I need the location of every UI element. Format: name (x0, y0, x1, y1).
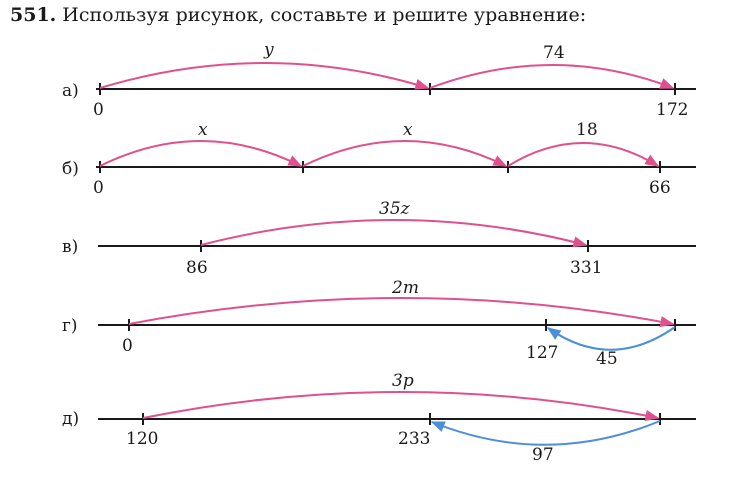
row-d-tick-label-0: 0 (122, 336, 133, 356)
row-a-arc-label-2: 74 (543, 43, 565, 63)
row-e-tick-label-233: 233 (398, 429, 430, 449)
row-d-back-arc-label: 45 (596, 349, 618, 369)
row-e: д) 3p 120 233 97 (62, 371, 696, 465)
row-b-arc-label-1: x (198, 120, 208, 140)
row-a-arc-label-1: y (263, 40, 274, 60)
row-c-arc-label: 35z (379, 199, 411, 219)
row-a-label: а) (62, 81, 79, 101)
row-e-back-arc (430, 420, 661, 446)
row-c-tick-label-331: 331 (570, 258, 602, 278)
row-a-tick-label-172: 172 (656, 100, 688, 120)
row-b-tick-label-0: 0 (93, 178, 104, 198)
row-c-arc-35z (200, 219, 588, 248)
row-b-label: б) (62, 159, 79, 179)
row-c-label: в) (62, 237, 78, 257)
row-c: в) 35z 86 331 (62, 199, 696, 278)
row-e-arc-label: 3p (392, 371, 414, 391)
row-a-arc-74 (429, 64, 675, 89)
exercise-number: 551. (10, 4, 57, 26)
row-e-back-arc-label: 97 (532, 445, 554, 465)
row-a-arc-y (99, 62, 430, 90)
row-d: г) 2m 0 127 45 (62, 278, 696, 369)
row-b-arc-label-3: 18 (576, 120, 598, 140)
row-d-back-arc (546, 326, 676, 351)
exercise-instruction: Используя рисунок, составьте и решите ур… (62, 4, 587, 26)
row-b-tick-label-66: 66 (649, 178, 671, 198)
row-c-tick-label-86: 86 (186, 258, 208, 278)
row-d-tick-label-127: 127 (526, 343, 558, 363)
exercise-heading: 551. Используя рисунок, составьте и решит… (10, 4, 586, 26)
row-d-label: г) (62, 316, 78, 336)
row-b-arc-x2 (302, 140, 508, 167)
row-a: а) y 74 0 172 (62, 40, 696, 120)
row-d-arc-2m (128, 297, 675, 328)
row-e-arc-3p (142, 391, 660, 421)
row-b: б) x x 18 0 66 (62, 120, 696, 198)
row-d-arc-label: 2m (391, 278, 419, 298)
row-b-arc-x1 (99, 140, 303, 167)
row-e-tick-label-120: 120 (126, 429, 158, 449)
row-a-tick-label-0: 0 (93, 100, 104, 120)
row-e-label: д) (62, 409, 79, 429)
row-b-arc-label-2: x (403, 120, 413, 140)
row-b-arc-18 (507, 142, 660, 167)
